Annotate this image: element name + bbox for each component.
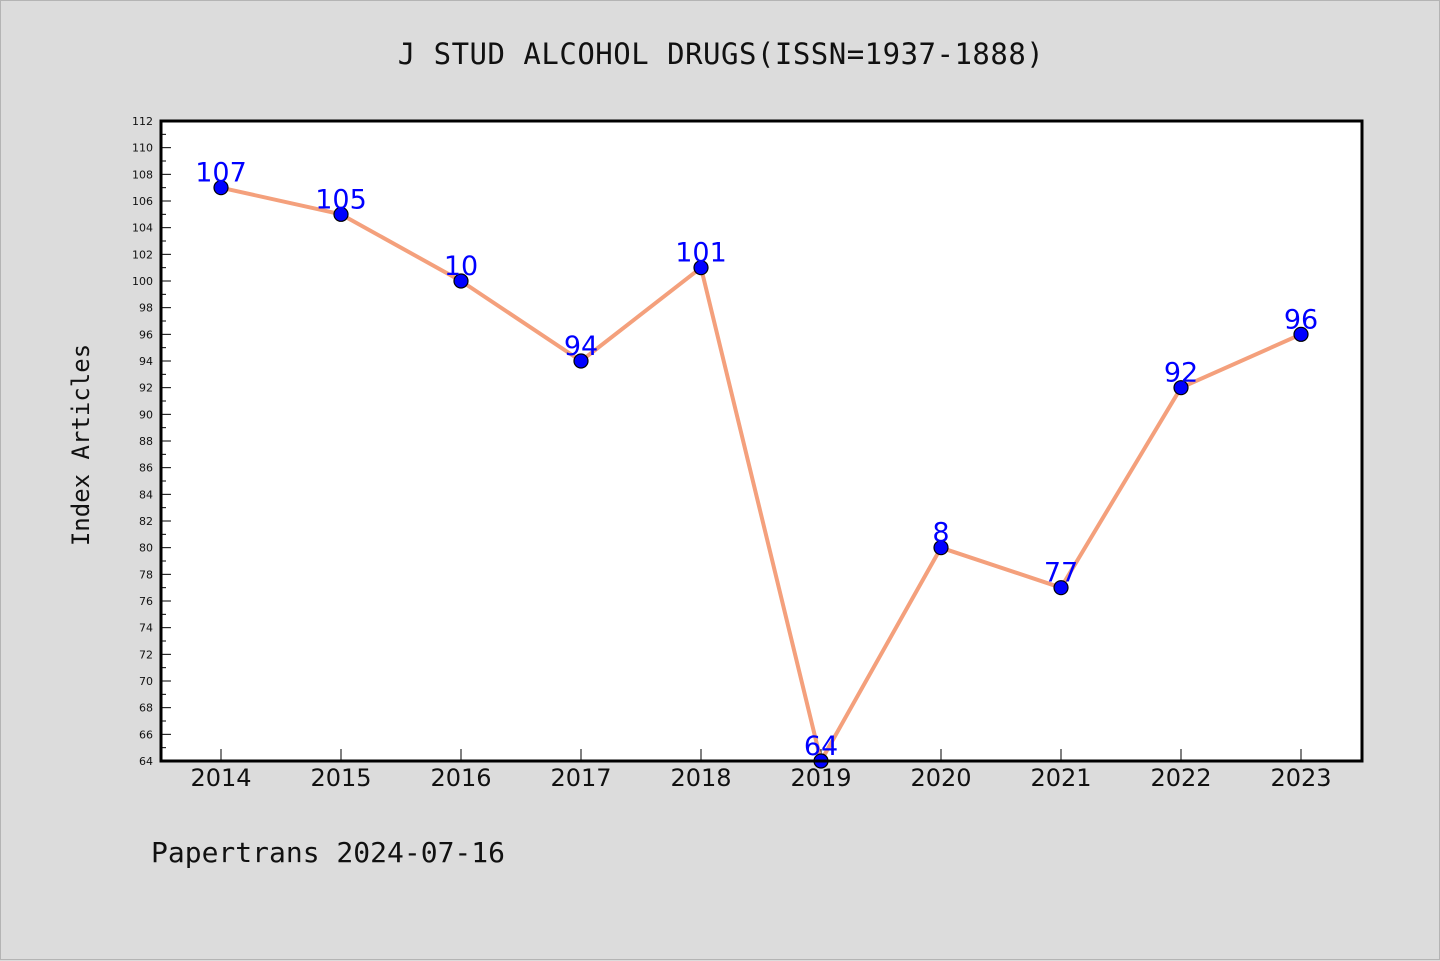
y-tick-label: 102 — [132, 248, 153, 261]
y-tick-label: 84 — [139, 488, 153, 501]
x-tick-label: 2021 — [1030, 764, 1091, 792]
data-point-marker — [1293, 326, 1309, 342]
y-tick-label: 112 — [132, 115, 153, 128]
data-point-marker — [933, 540, 949, 556]
data-point-marker — [453, 273, 469, 289]
y-tick-label: 108 — [132, 168, 153, 181]
x-tick-label: 2023 — [1270, 764, 1331, 792]
y-tick-label: 100 — [132, 275, 153, 288]
y-tick-label: 72 — [139, 648, 153, 661]
data-label: 10 — [444, 251, 478, 282]
y-tick-label: 94 — [139, 355, 153, 368]
data-label: 94 — [564, 331, 598, 362]
x-tick-label: 2014 — [190, 764, 251, 792]
y-tick-label: 98 — [139, 302, 153, 315]
y-tick-label: 66 — [139, 728, 153, 741]
y-tick-label: 86 — [139, 462, 153, 475]
data-label: 96 — [1284, 304, 1318, 335]
data-point-marker — [1053, 580, 1069, 596]
x-tick-label: 2018 — [670, 764, 731, 792]
y-tick-label: 110 — [132, 142, 153, 155]
x-tick-label: 2022 — [1150, 764, 1211, 792]
y-tick-label: 68 — [139, 702, 153, 715]
plot-frame — [159, 119, 1364, 763]
data-label: 107 — [195, 158, 247, 189]
x-tick-label: 2019 — [790, 764, 851, 792]
y-tick-label: 78 — [139, 568, 153, 581]
chart-title: J STUD ALCOHOL DRUGS(ISSN=1937-1888) — [397, 37, 1045, 71]
data-label: 105 — [315, 184, 367, 215]
y-tick-label: 74 — [139, 622, 153, 635]
data-point-marker — [693, 260, 709, 276]
y-tick-label: 96 — [139, 328, 153, 341]
x-tick-label: 2016 — [430, 764, 491, 792]
y-tick-label: 106 — [132, 195, 153, 208]
y-tick-label: 70 — [139, 675, 153, 688]
data-label: 92 — [1164, 358, 1198, 389]
data-label: 64 — [804, 731, 838, 762]
footer-note: Papertrans 2024-07-16 — [151, 836, 506, 869]
data-label: 8 — [932, 518, 949, 549]
x-tick-label: 2020 — [910, 764, 971, 792]
data-point-marker — [1173, 380, 1189, 396]
data-point-marker — [573, 353, 589, 369]
y-tick-label: 80 — [139, 542, 153, 555]
data-point-marker — [333, 206, 349, 222]
y-tick-label: 90 — [139, 408, 153, 421]
y-tick-label: 64 — [139, 755, 153, 768]
data-point-marker — [213, 180, 229, 196]
data-label: 101 — [675, 238, 727, 269]
y-tick-label: 88 — [139, 435, 153, 448]
y-tick-label: 82 — [139, 515, 153, 528]
x-tick-label: 2015 — [310, 764, 371, 792]
y-tick-label: 104 — [132, 222, 153, 235]
series-line — [219, 185, 1303, 763]
x-tick-label: 2017 — [550, 764, 611, 792]
y-tick-label: 92 — [139, 382, 153, 395]
data-label: 77 — [1044, 558, 1078, 589]
y-tick-label: 76 — [139, 595, 153, 608]
